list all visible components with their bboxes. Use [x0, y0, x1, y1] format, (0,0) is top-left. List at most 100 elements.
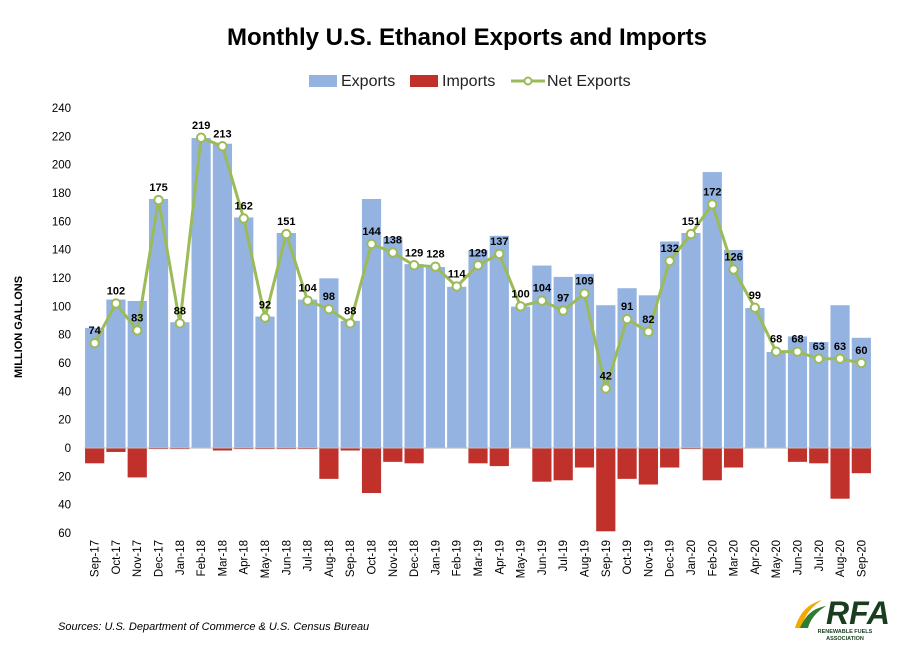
- legend-marker-net-exports: [523, 76, 533, 86]
- legend-item-imports: Imports: [410, 73, 495, 90]
- x-tick-label: Oct-19: [622, 540, 634, 575]
- y-tick-label: 20: [58, 471, 71, 483]
- exports-bar: [510, 306, 531, 449]
- net-exports-series: [89, 132, 867, 395]
- data-label: 82: [642, 314, 654, 326]
- y-tick-label: 60: [58, 528, 71, 540]
- data-label: 213: [213, 128, 231, 140]
- x-tick-label: Aug-18: [324, 540, 336, 577]
- x-tick-label: Dec-17: [154, 540, 166, 577]
- exports-bar: [765, 351, 787, 449]
- exports-bar: [382, 236, 404, 449]
- legend-label-exports: Exports: [341, 73, 395, 90]
- x-tick-label: Oct-18: [367, 540, 379, 575]
- data-label: 132: [660, 243, 678, 255]
- net-exports-point: [345, 318, 356, 329]
- data-label: 129: [405, 247, 423, 259]
- x-tick-label: Mar-20: [729, 540, 741, 576]
- x-tick-label: Apr-19: [494, 540, 506, 575]
- net-exports-point: [366, 238, 377, 250]
- y-tick-label: 140: [52, 245, 71, 257]
- data-label: 83: [131, 312, 143, 324]
- imports-bar: [382, 447, 404, 463]
- data-label: 74: [89, 325, 102, 337]
- data-label: 88: [174, 305, 186, 317]
- imports-bar: [467, 447, 489, 464]
- net-exports-point: [195, 132, 207, 143]
- x-tick-label: Mar-19: [473, 540, 485, 576]
- net-exports-point: [110, 298, 122, 309]
- net-exports-point: [387, 247, 399, 258]
- exports-bar: [446, 286, 467, 449]
- y-axis-label: MILLION GALLONS: [13, 276, 25, 378]
- exports-bar: [680, 232, 702, 449]
- exports-bar: [829, 304, 851, 449]
- x-tick-label: Apr-20: [750, 540, 762, 575]
- data-label: 144: [362, 226, 381, 238]
- x-tick-label: Jul-18: [303, 540, 315, 571]
- imports-bar: [318, 447, 340, 480]
- data-label: 88: [344, 305, 356, 317]
- net-exports-point: [792, 346, 803, 357]
- legend-item-net-exports: Net Exports: [511, 73, 631, 90]
- imports-bar: [574, 447, 595, 469]
- data-label: 102: [107, 286, 125, 298]
- data-label: 104: [298, 283, 317, 295]
- data-label: 63: [813, 341, 825, 353]
- data-label: 91: [621, 301, 633, 313]
- data-label: 104: [533, 283, 552, 295]
- data-label: 100: [511, 288, 529, 300]
- x-tick-label: Feb-19: [452, 540, 464, 576]
- imports-bar: [489, 447, 510, 467]
- net-exports-point: [664, 255, 675, 267]
- exports-bar: [212, 143, 233, 449]
- net-exports-point: [472, 260, 484, 271]
- net-exports-point: [259, 312, 271, 323]
- x-tick-label: Jan-20: [686, 540, 698, 575]
- exports-bar: [340, 320, 361, 449]
- x-tick-label: Jul-20: [814, 540, 826, 571]
- imports-bar: [361, 447, 382, 494]
- data-label: 109: [575, 276, 593, 288]
- data-label: 99: [749, 290, 761, 302]
- data-label: 126: [724, 252, 742, 264]
- data-label: 63: [834, 341, 846, 353]
- net-exports-point: [430, 261, 441, 272]
- chart-title: Monthly U.S. Ethanol Exports and Imports: [227, 24, 707, 51]
- x-tick-label: Sep-17: [90, 540, 102, 577]
- y-tick-label: 120: [52, 273, 71, 285]
- data-label: 137: [490, 236, 508, 248]
- imports-bar: [105, 447, 127, 453]
- data-label: 128: [426, 249, 444, 261]
- x-tick-label: Feb-20: [707, 540, 719, 576]
- data-label: 97: [557, 293, 569, 305]
- net-exports-point: [728, 264, 739, 275]
- exports-bar: [169, 321, 191, 449]
- exports-bar: [744, 307, 766, 449]
- x-tick-label: Jun-19: [537, 540, 549, 575]
- x-tick-label: Nov-17: [132, 540, 144, 577]
- legend-swatch-imports: [410, 75, 438, 87]
- data-label: 219: [192, 120, 210, 132]
- x-tick-label: Dec-19: [665, 540, 677, 577]
- logo-subtitle-2: ASSOCIATION: [826, 636, 864, 642]
- imports-bar: [808, 447, 829, 464]
- exports-bar: [403, 263, 425, 449]
- y-tick-label: 80: [58, 330, 71, 342]
- legend-label-net-exports: Net Exports: [547, 73, 631, 90]
- exports-bar: [318, 277, 340, 449]
- logo-swoosh-icon: [795, 600, 826, 628]
- data-label: 172: [703, 186, 721, 198]
- legend-item-exports: Exports: [309, 73, 395, 90]
- imports-bar: [127, 447, 148, 479]
- net-exports-point: [749, 302, 761, 313]
- legend: Exports Imports Net Exports: [309, 73, 631, 90]
- x-tick-label: Oct-17: [111, 540, 123, 575]
- data-label: 151: [682, 216, 700, 228]
- net-exports-point: [621, 313, 633, 325]
- net-exports-point: [685, 228, 697, 240]
- x-tick-label: May-18: [260, 540, 272, 578]
- imports-bar: [84, 447, 105, 464]
- exports-bar: [190, 137, 212, 449]
